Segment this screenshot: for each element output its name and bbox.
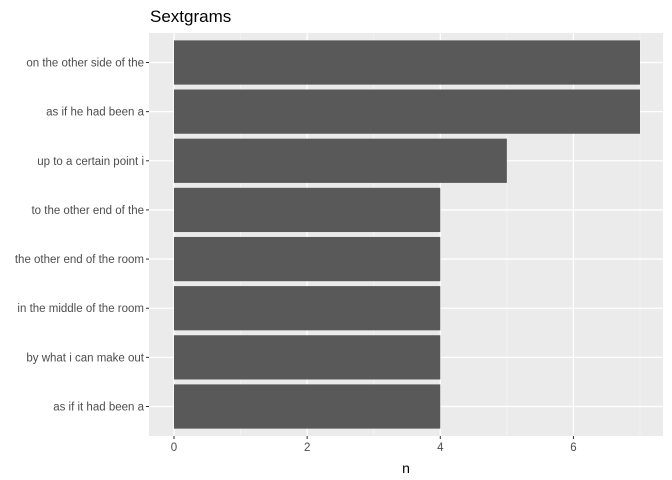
y-tick-label: as if he had been a	[46, 107, 144, 119]
bars	[174, 40, 640, 429]
y-tick-label: in the middle of the room	[17, 303, 144, 315]
bar	[174, 286, 441, 331]
x-tick-label: 6	[570, 442, 576, 454]
bar	[174, 40, 640, 85]
bar	[174, 384, 441, 429]
bar	[174, 187, 441, 233]
x-axis: 0 2 4 6	[171, 436, 577, 454]
y-axis: on the other side of the as if he had bee…	[15, 57, 149, 414]
chart-title: Sextgrams	[150, 7, 231, 26]
x-tick-label: 4	[437, 442, 444, 454]
y-tick-label: to the other end of the	[31, 205, 144, 217]
y-tick-label: by what i can make out	[26, 352, 144, 364]
x-axis-title: n	[402, 460, 410, 476]
bar	[174, 236, 441, 282]
bar	[174, 138, 507, 183]
y-tick-label: on the other side of the	[26, 57, 144, 69]
x-tick-label: 0	[171, 442, 177, 454]
bar	[174, 89, 640, 134]
y-tick-label: the other end of the room	[15, 254, 144, 266]
x-tick-label: 2	[304, 442, 310, 454]
y-tick-label: up to a certain point i	[37, 156, 144, 168]
bar	[174, 335, 441, 380]
y-tick-label: as if it had been a	[53, 402, 144, 414]
